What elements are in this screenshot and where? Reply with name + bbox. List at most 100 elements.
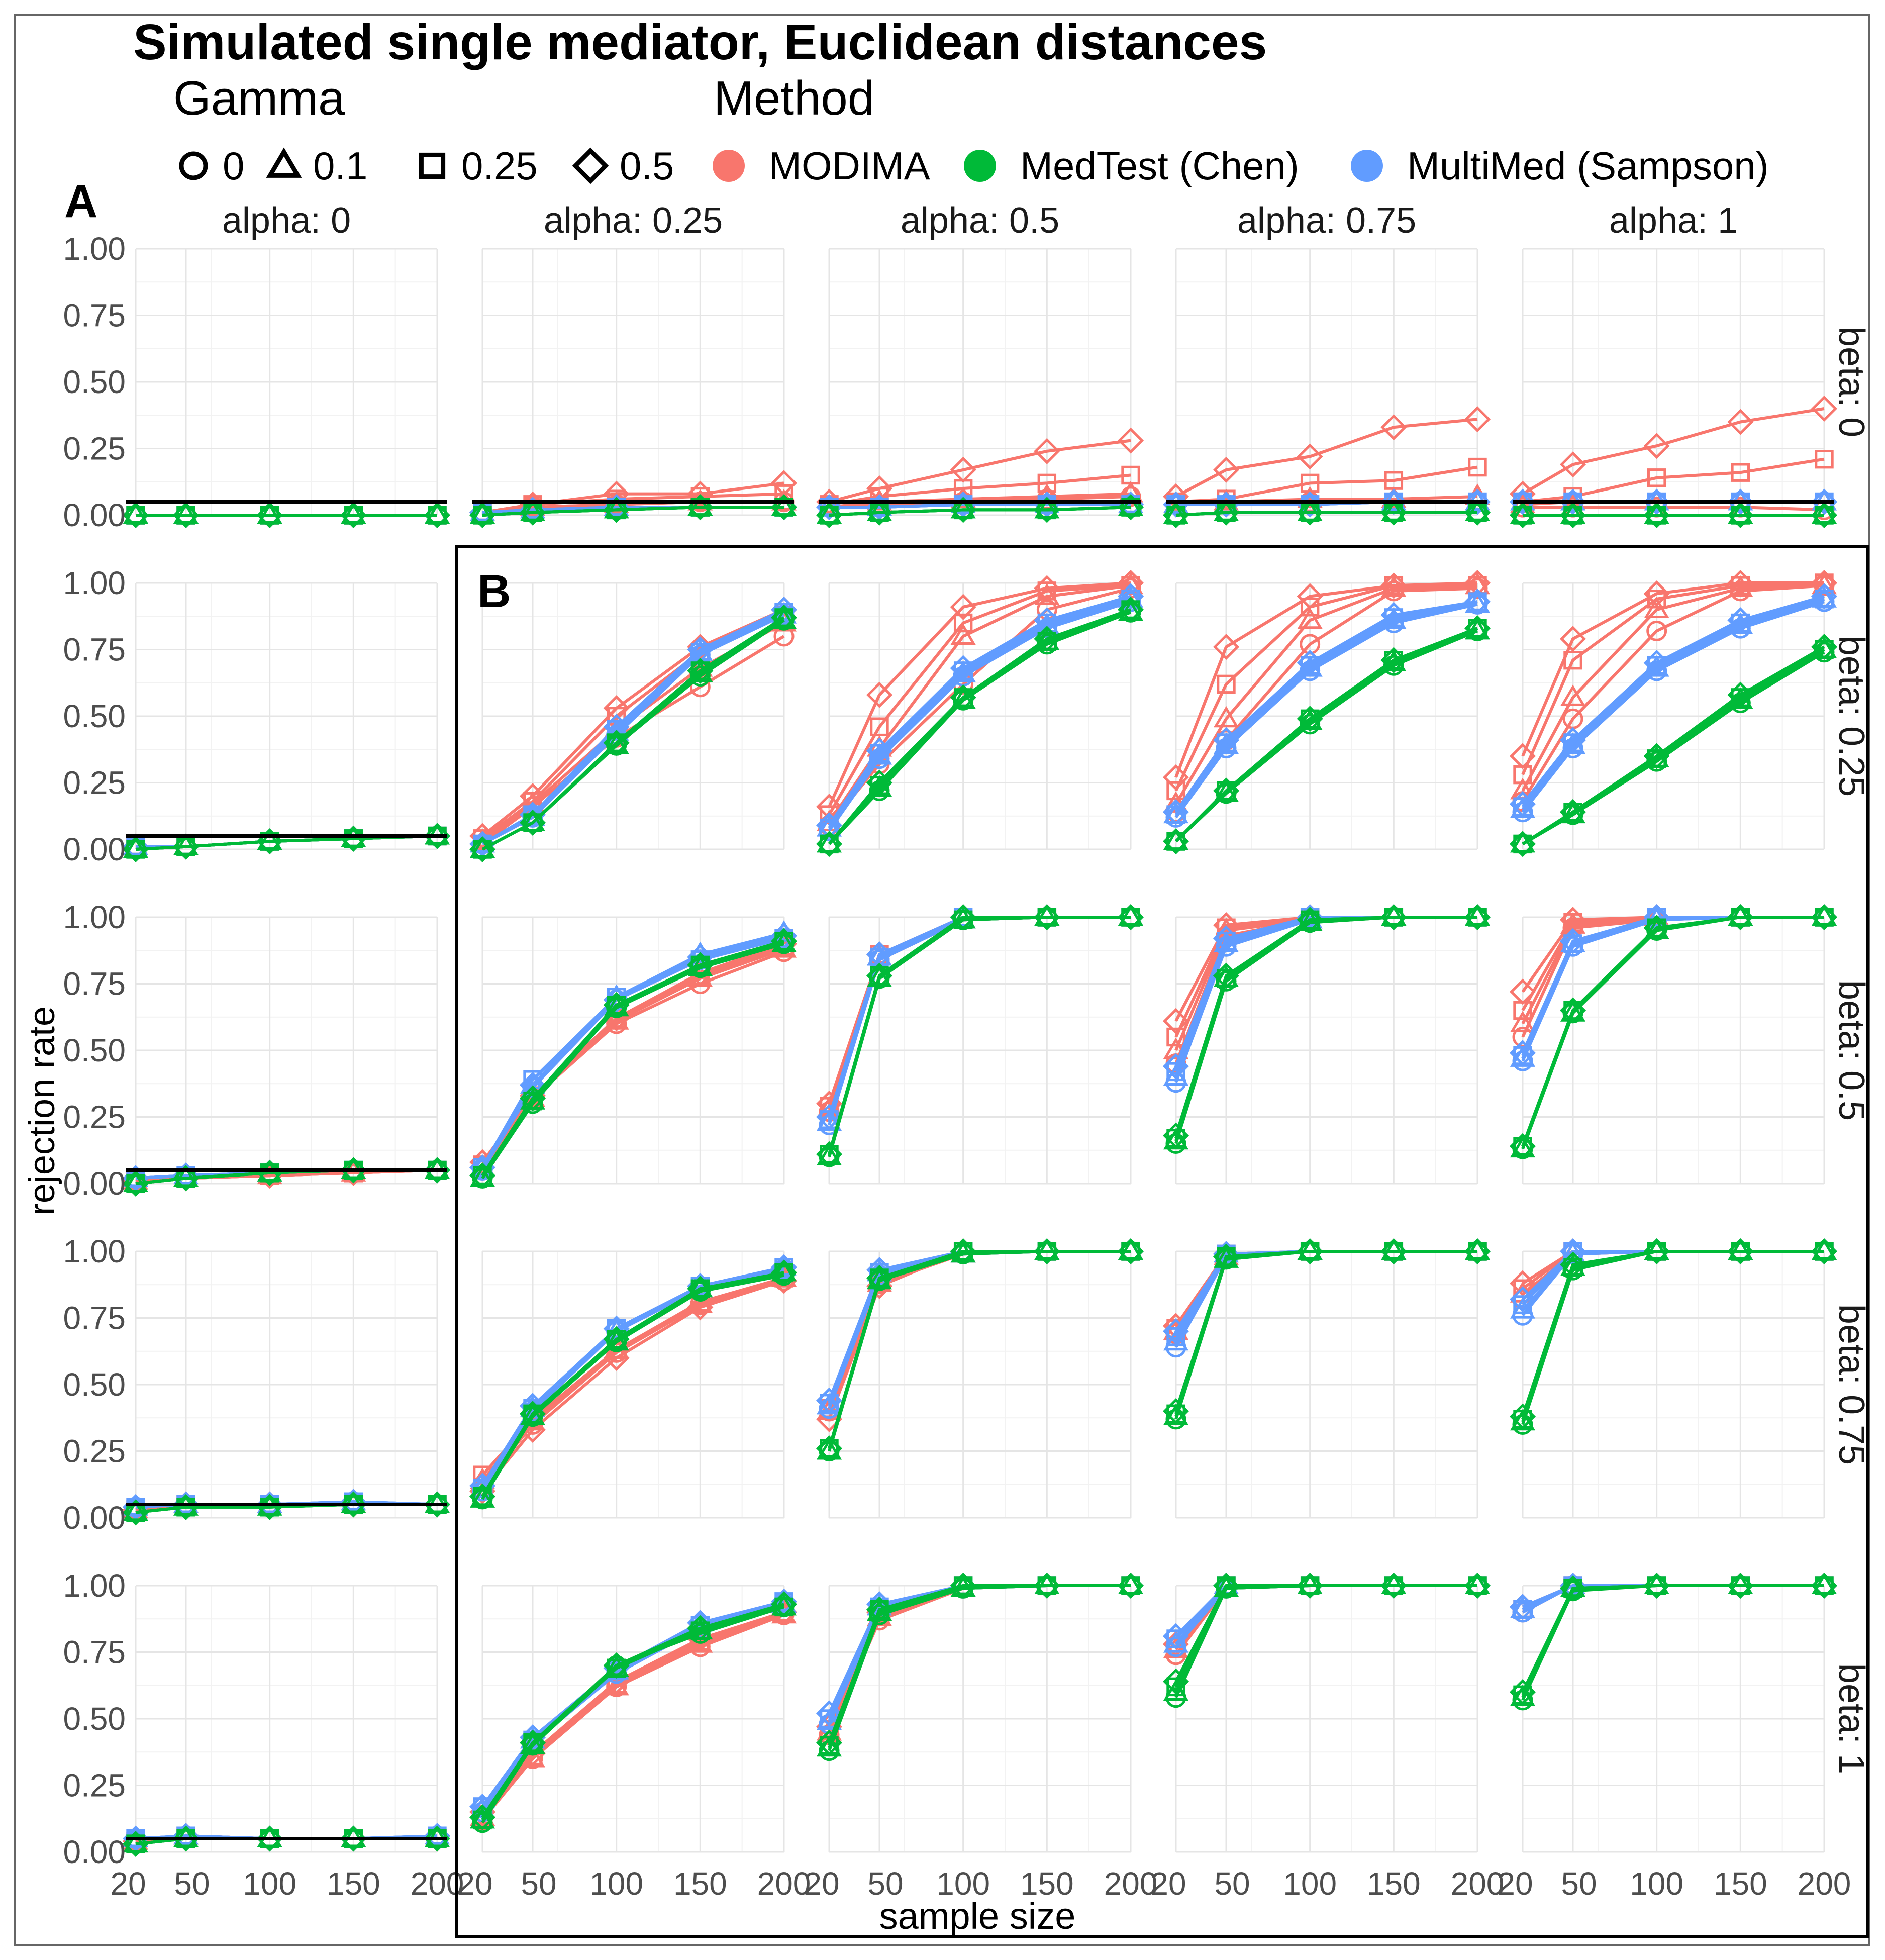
data-point (1559, 997, 1586, 1024)
legend: 0 0.1 0.25 0.5 MODIMA MedTest (Chen) MultiMed … (179, 144, 1769, 188)
data-point (1559, 727, 1586, 753)
series-line (481, 1611, 784, 1813)
data-point (1509, 488, 1536, 515)
legend-method-key (964, 150, 996, 182)
legend-gamma-label: 0 (223, 144, 244, 188)
series-line (482, 481, 784, 514)
facet-panel (816, 1238, 1144, 1519)
x-tick-label: 50 (521, 1866, 556, 1902)
facet-strips: alpha: 0 alpha: 0.25 alpha: 0.5 alpha: 0.75… (222, 201, 1871, 1774)
y-tick-label: 0.75 (63, 1300, 126, 1336)
data-point (1213, 777, 1240, 804)
data-point (1509, 978, 1536, 1005)
data-point (1297, 907, 1323, 933)
data-point (1509, 1133, 1536, 1159)
data-point (687, 657, 714, 684)
legend-gamma-label: 0.1 (313, 144, 367, 188)
data-point (1117, 596, 1144, 623)
data-point (1162, 502, 1189, 529)
data-point (1464, 406, 1491, 433)
data-point (1464, 1238, 1491, 1265)
data-point (1464, 1572, 1491, 1599)
x-tick-label: 150 (1020, 1866, 1074, 1902)
data-point (1646, 620, 1667, 641)
series-line (1174, 1584, 1477, 1698)
data-point (816, 502, 843, 529)
facet-panel (1509, 904, 1838, 1185)
data-point (603, 497, 630, 523)
col-strip-label: alpha: 0.5 (901, 201, 1059, 241)
data-point (424, 1491, 451, 1518)
data-point (1034, 1572, 1060, 1599)
data-point (690, 1279, 710, 1298)
series-line (481, 937, 784, 1171)
x-tick-label: 20 (110, 1866, 146, 1902)
series-line (1521, 595, 1825, 805)
data-point (603, 480, 630, 507)
series-line (481, 1279, 784, 1492)
series-line (481, 1265, 784, 1487)
y-tick-label: 0.50 (63, 698, 126, 734)
series-line (1522, 457, 1825, 504)
data-point (1117, 583, 1144, 610)
series-line (1174, 584, 1478, 805)
series-line (481, 608, 785, 837)
legend-method-title: Method (714, 71, 874, 125)
data-point (1727, 1572, 1754, 1599)
data-point (1300, 598, 1320, 617)
series-line (482, 506, 784, 517)
data-point (774, 932, 793, 951)
series-line (1521, 1250, 1824, 1417)
data-point (122, 1170, 149, 1197)
data-point (1811, 502, 1838, 529)
series-line (829, 439, 1131, 504)
data-point (690, 661, 710, 680)
series-line (1174, 1250, 1477, 1412)
axes: 0.00 0.25 0.50 0.75 1.00 0.00 0.25 0.50 0.75 1.00… (63, 231, 1851, 1902)
data-point (1163, 1037, 1189, 1059)
data-point (607, 733, 626, 752)
data-point (950, 456, 976, 483)
data-point (1166, 1327, 1185, 1346)
data-point (1559, 502, 1586, 529)
series-line (481, 1265, 784, 1490)
legend-method-key (713, 150, 745, 182)
col-strip-label: alpha: 0 (222, 201, 351, 241)
data-point (607, 996, 626, 1015)
y-tick-label: 0.50 (63, 364, 126, 400)
data-point (1559, 488, 1586, 515)
data-point (172, 1825, 200, 1852)
y-tick-label: 0.75 (63, 298, 126, 334)
data-point (1727, 1238, 1754, 1265)
series-line (1521, 584, 1825, 792)
x-tick-label: 20 (1150, 1866, 1186, 1902)
y-tick-label: 1.00 (63, 231, 126, 267)
data-point (770, 928, 798, 954)
series-line (481, 942, 784, 1180)
data-point (1643, 433, 1670, 459)
facet-panel (816, 569, 1144, 857)
facet-panel (1162, 569, 1491, 855)
data-point (340, 502, 367, 529)
data-point (1297, 583, 1323, 610)
x-tick-label: 100 (1283, 1866, 1337, 1902)
data-point (1509, 743, 1536, 769)
series-line (481, 939, 784, 1177)
data-point (866, 1596, 893, 1623)
series-line (481, 1277, 784, 1477)
legend-gamma-key (179, 151, 208, 180)
legend-method-key (1351, 150, 1383, 182)
data-point (1297, 649, 1323, 676)
data-point (687, 1294, 714, 1321)
data-point (1464, 904, 1491, 931)
data-point (603, 1326, 630, 1352)
data-point (1213, 456, 1240, 483)
data-point (1380, 414, 1407, 441)
data-point (950, 623, 976, 645)
data-point (1643, 743, 1670, 769)
series-line (481, 1265, 784, 1490)
data-point (870, 1600, 889, 1619)
series-line (481, 616, 785, 851)
data-point (469, 1483, 496, 1510)
facet-panel (469, 916, 798, 1189)
